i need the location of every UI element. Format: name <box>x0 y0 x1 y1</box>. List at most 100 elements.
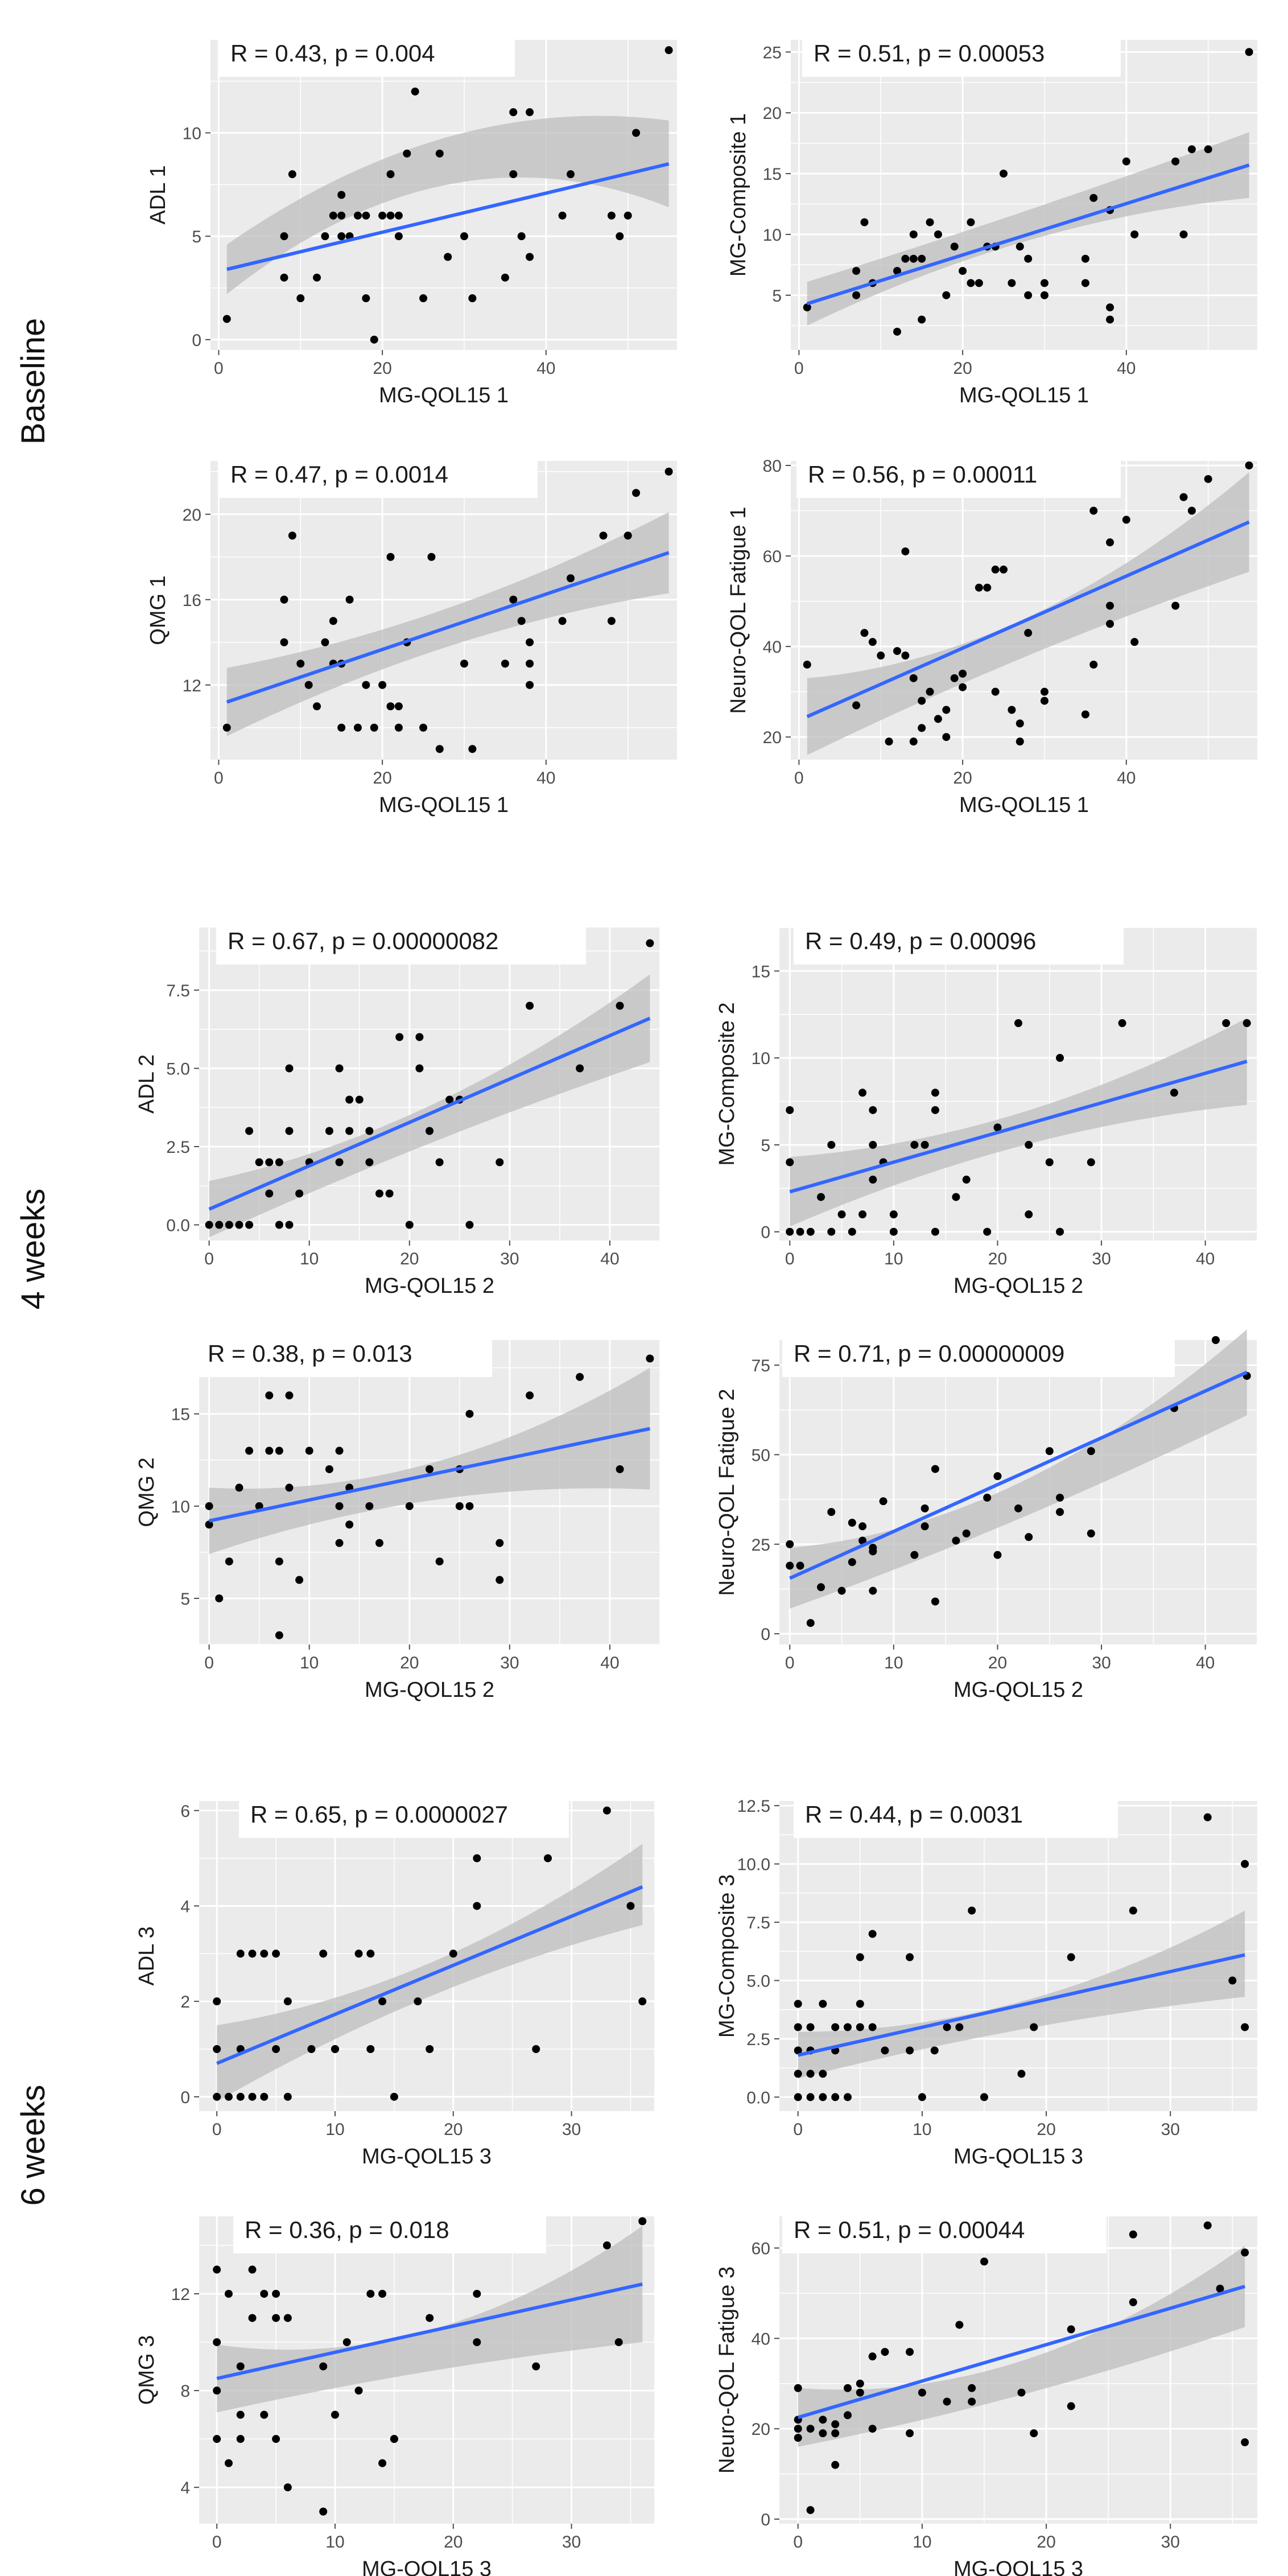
data-point <box>386 553 395 561</box>
data-point <box>909 254 918 263</box>
data-point <box>366 2045 375 2053</box>
data-point <box>877 652 885 660</box>
data-point <box>1067 1953 1075 1961</box>
data-point <box>378 1997 387 2006</box>
stat-label: R = 0.49, p = 0.00096 <box>805 928 1036 954</box>
data-point <box>260 1949 269 1958</box>
data-point <box>325 1465 333 1473</box>
data-point <box>646 1354 654 1363</box>
regression-line <box>208 1016 651 1211</box>
data-point <box>465 1502 474 1510</box>
data-point <box>345 1095 354 1104</box>
data-point <box>967 218 975 226</box>
data-point <box>860 629 869 637</box>
y-tick-label: 4 <box>180 1897 190 1916</box>
data-point <box>1241 2438 1249 2447</box>
data-point <box>856 2379 864 2388</box>
data-point <box>265 1391 274 1400</box>
data-point <box>329 617 337 625</box>
data-point <box>280 273 288 282</box>
data-point <box>473 2338 481 2347</box>
scatter-panel-8: 0 10 20 30 40 0 25 50 75 MG-QOL15 2 Neuro-QOL Fati… <box>715 1329 1258 1702</box>
data-point <box>1087 1529 1095 1538</box>
data-point <box>786 1561 794 1570</box>
stat-label-box <box>219 450 538 498</box>
confidence-band <box>807 132 1249 326</box>
data-point <box>1245 48 1253 56</box>
y-tick-label: 5 <box>180 1590 190 1609</box>
data-point <box>1179 493 1188 501</box>
data-point <box>283 2483 292 2492</box>
x-tick-label: 20 <box>444 2533 463 2552</box>
x-axis-label: MG-QOL15 2 <box>953 1274 1083 1298</box>
data-point <box>362 211 370 220</box>
data-point <box>794 2000 802 2008</box>
data-point <box>335 1446 344 1455</box>
data-point <box>496 1576 504 1584</box>
data-point <box>272 1949 280 1958</box>
data-point <box>794 2093 802 2101</box>
stat-label-box <box>196 1329 492 1377</box>
confidence-band <box>226 116 669 294</box>
data-point <box>378 2459 387 2467</box>
confidence-band <box>798 1910 1245 2079</box>
data-point <box>248 2265 257 2274</box>
y-tick-label: 12.5 <box>737 1797 770 1816</box>
data-point <box>962 1176 971 1184</box>
data-point <box>532 2362 540 2371</box>
data-point <box>444 253 452 261</box>
data-point <box>435 149 444 158</box>
data-point <box>1106 315 1114 324</box>
data-point <box>819 2093 827 2101</box>
scatter-panel-3: 0 20 40 12 16 20 MG-QOL15 1 QMG 1 R = 0.47, p = … <box>146 450 677 817</box>
data-point <box>313 702 321 711</box>
stat-label: R = 0.51, p = 0.00044 <box>794 2216 1025 2243</box>
data-point <box>403 149 411 158</box>
data-point <box>236 2092 245 2101</box>
data-point <box>543 1854 552 1862</box>
data-point <box>526 1001 534 1010</box>
data-point <box>1170 1089 1178 1097</box>
data-point <box>1130 638 1139 646</box>
x-tick-label: 0 <box>212 2533 222 2552</box>
x-axis-label: MG-QOL15 3 <box>362 2557 492 2576</box>
data-point <box>1025 1533 1033 1542</box>
data-point <box>860 218 869 226</box>
data-point <box>362 681 370 689</box>
data-point <box>390 2435 398 2443</box>
data-point <box>646 939 654 947</box>
scatter-panel-5: 0 10 20 30 40 0.0 2.5 5.0 7.5 MG-QOL15 2 ADL 2 R = … <box>135 916 660 1298</box>
data-point <box>959 267 967 275</box>
data-point <box>943 2397 951 2406</box>
data-point <box>473 1854 481 1862</box>
data-point <box>419 294 428 303</box>
y-tick-label: 10 <box>183 125 201 143</box>
y-tick-label: 10 <box>763 226 782 245</box>
data-point <box>1024 629 1033 637</box>
regression-line <box>806 163 1250 306</box>
data-point <box>906 1953 914 1961</box>
data-point <box>819 2429 827 2438</box>
data-point <box>213 2338 221 2347</box>
data-point <box>329 211 337 220</box>
data-point <box>1056 1054 1064 1062</box>
data-point <box>794 2425 802 2433</box>
y-tick-label: 5.0 <box>746 1972 770 1991</box>
data-point <box>918 254 926 263</box>
data-point <box>435 1158 444 1167</box>
data-point <box>868 638 877 646</box>
data-point <box>576 1064 584 1073</box>
data-point <box>1081 279 1089 287</box>
data-point <box>1129 2298 1137 2306</box>
y-tick-label: 20 <box>183 506 201 525</box>
data-point <box>272 2435 280 2443</box>
data-point <box>893 327 902 336</box>
data-point <box>852 291 861 299</box>
data-point <box>975 583 983 592</box>
data-point <box>275 1631 283 1639</box>
data-point <box>265 1189 274 1198</box>
x-tick-label: 40 <box>536 769 555 788</box>
data-point <box>337 191 346 199</box>
data-point <box>664 46 673 55</box>
data-point <box>993 1472 1002 1481</box>
